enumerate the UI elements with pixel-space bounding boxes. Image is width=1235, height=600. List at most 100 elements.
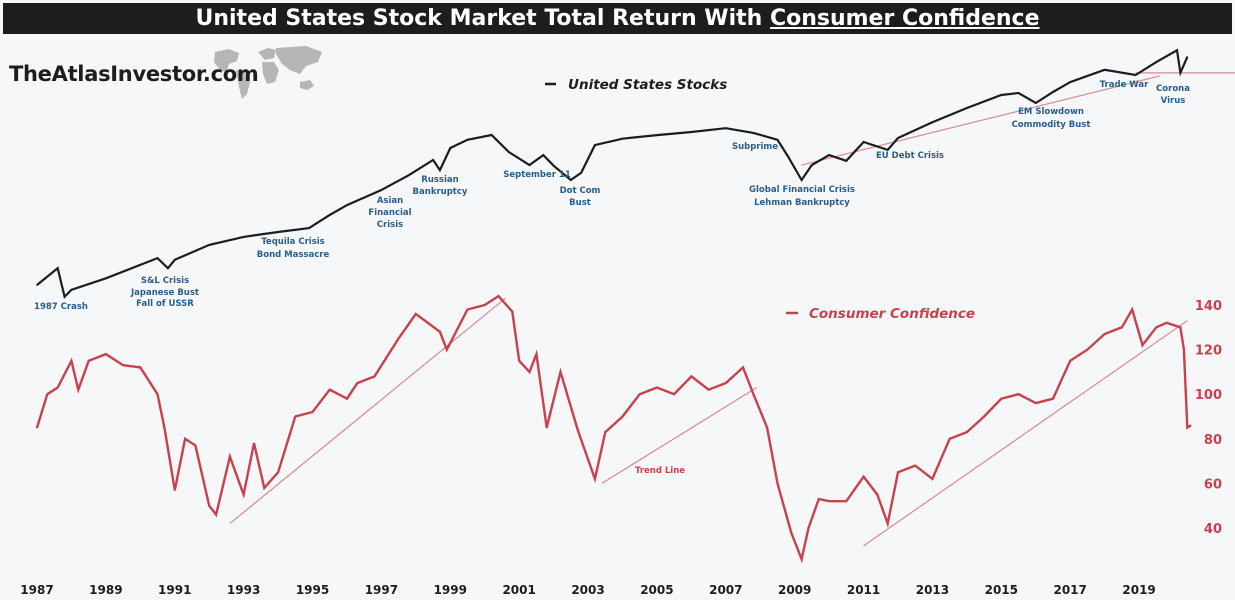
stocks-point <box>1155 61 1158 63</box>
x-tick-label: 2001 <box>502 583 535 597</box>
confidence-point <box>253 442 255 445</box>
x-tick-label: 1993 <box>227 583 260 597</box>
confidence-point <box>139 366 142 369</box>
event-annotation: Fall of USSR <box>136 299 194 309</box>
event-annotation: Japanese Bust <box>130 288 199 298</box>
confidence-point <box>518 359 520 362</box>
confidence-point <box>766 426 768 429</box>
x-tick-label: 1991 <box>158 583 191 597</box>
stocks-point <box>845 159 848 162</box>
confidence-point <box>311 411 314 413</box>
stocks-point <box>800 179 803 181</box>
confidence-point <box>215 513 217 516</box>
stocks-point <box>1069 81 1071 83</box>
confidence-point <box>446 348 448 351</box>
confidence-point <box>862 475 865 478</box>
confidence-point <box>1069 359 1071 362</box>
stocks-point <box>173 259 176 261</box>
stocks-point <box>1034 102 1037 104</box>
confidence-point <box>1186 426 1189 429</box>
stocks-point <box>1176 49 1178 52</box>
stocks-point <box>439 169 441 171</box>
event-annotation: Corona <box>1156 84 1190 94</box>
x-tick-label: 2017 <box>1053 583 1086 597</box>
stocks-point <box>1103 68 1106 71</box>
legend-label-confidence: Consumer Confidence <box>809 306 975 322</box>
stocks-point <box>308 227 310 229</box>
confidence-point <box>897 471 899 474</box>
event-annotation: EM Slowdown <box>1018 107 1084 117</box>
stocks-point <box>1186 56 1189 58</box>
confidence-point <box>497 295 500 297</box>
stocks-point <box>897 137 899 139</box>
confidence-point <box>242 493 245 496</box>
confidence-point <box>122 364 124 367</box>
event-annotation: September 11 <box>503 170 571 180</box>
stocks-point <box>490 134 493 136</box>
stocks-point <box>811 164 813 166</box>
event-annotation: S&L Crisis <box>141 276 189 286</box>
stocks-point <box>828 154 830 156</box>
x-tick-label: 2005 <box>640 583 673 597</box>
event-annotation: Crisis <box>377 220 403 230</box>
confidence-point <box>294 415 297 418</box>
confidence-point <box>415 313 417 315</box>
x-tick-label: 2003 <box>571 583 604 597</box>
event-annotation: Lehman Bankruptcy <box>754 198 850 208</box>
stocks-point <box>542 154 545 156</box>
confidence-point <box>800 558 803 561</box>
confidence-point <box>229 455 231 458</box>
confidence-point <box>346 397 348 400</box>
stocks-point <box>552 164 555 167</box>
stocks-point <box>156 257 159 259</box>
confidence-point <box>1131 308 1133 311</box>
confidence-point <box>208 504 210 507</box>
confidence-point <box>70 359 73 362</box>
confidence-point <box>604 431 607 433</box>
confidence-point <box>1103 333 1106 335</box>
confidence-point <box>397 337 400 340</box>
confidence-point <box>356 382 359 384</box>
stocks-point <box>690 131 693 133</box>
stocks-point <box>36 284 38 286</box>
confidence-point <box>790 531 793 534</box>
confidence-point <box>576 429 579 431</box>
stocks-point <box>449 147 452 149</box>
right-y-tick-label: 120 <box>1195 344 1222 359</box>
stocks-point <box>580 172 582 174</box>
stocks-point <box>346 204 348 206</box>
confidence-point <box>163 426 166 429</box>
confidence-point <box>845 500 848 503</box>
confidence-point <box>1052 397 1054 400</box>
confidence-point <box>621 415 624 418</box>
event-annotation: Virus <box>1161 96 1186 106</box>
stocks-point <box>1052 91 1054 93</box>
confidence-point <box>1183 348 1185 351</box>
confidence-point <box>373 375 376 378</box>
confidence-point <box>439 330 441 333</box>
x-tick-label: 1995 <box>296 583 329 597</box>
stocks-point <box>1017 92 1020 94</box>
stocks-point <box>432 159 434 161</box>
confidence-point <box>528 371 531 373</box>
confidence-point <box>328 388 331 391</box>
confidence-point <box>817 498 820 500</box>
logo-text: TheAtlasInvestor.com <box>9 62 259 86</box>
confidence-point <box>559 371 562 373</box>
stocks-point <box>931 121 934 124</box>
chart-title: United States Stock Market Total Return … <box>3 3 1232 34</box>
event-annotation: Asian <box>377 196 403 206</box>
confidence-point <box>1165 322 1168 324</box>
confidence-point <box>690 375 693 378</box>
confidence-point <box>173 489 176 491</box>
stocks-point <box>56 267 59 269</box>
x-tick-label: 2009 <box>778 583 811 597</box>
confidence-point <box>948 438 951 440</box>
stocks-point <box>1000 94 1003 96</box>
confidence-point <box>46 393 49 396</box>
confidence-point <box>466 308 469 311</box>
stocks-point <box>277 231 279 233</box>
title-text: United States Stock Market Total Return … <box>195 6 770 31</box>
confidence-point <box>263 487 266 489</box>
confidence-point <box>752 393 755 396</box>
